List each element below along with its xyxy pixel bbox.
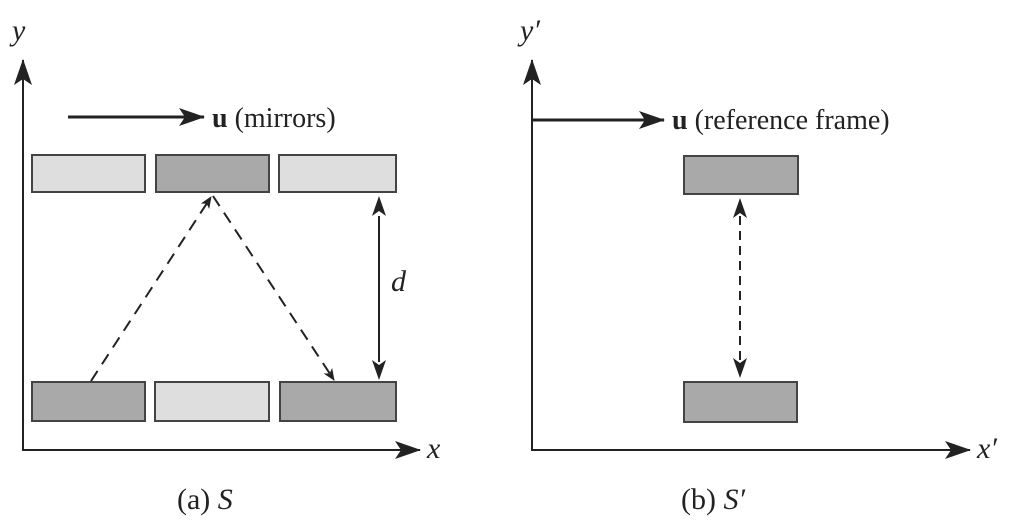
light-arrowhead-bottom-b: [733, 358, 747, 378]
caption-frame-a: S: [218, 483, 233, 516]
bottom-mirror-b: [683, 381, 798, 423]
x-axis-label-a: x: [426, 432, 441, 465]
panel-a: y x u (mirrors) d (a) S: [9, 14, 441, 516]
velocity-label-a: u (mirrors): [212, 103, 336, 134]
bottom-mirror-a-1: [31, 381, 146, 422]
top-mirror-a-3: [278, 154, 397, 193]
distance-arrowhead-bottom-a: [372, 360, 386, 380]
caption-frame-b: S′: [723, 483, 745, 516]
light-arrowhead-top-b: [733, 198, 747, 218]
velocity-text-a: (mirrors): [228, 103, 336, 134]
y-axis-label-a: y: [9, 14, 26, 47]
y-axis-label-b: y′: [517, 14, 540, 47]
distance-arrowhead-top-a: [372, 196, 386, 216]
velocity-text-b: (reference frame): [688, 105, 890, 136]
caption-b: (b) S′: [681, 483, 745, 516]
velocity-symbol-b: u: [672, 105, 688, 136]
x-axis-label-b: x′: [976, 432, 997, 465]
velocity-symbol-a: u: [212, 103, 228, 134]
panel-b: y′ x′ u (reference frame) (b) S′: [517, 14, 997, 516]
velocity-label-b: u (reference frame): [672, 105, 890, 136]
caption-prefix-b: (b): [681, 483, 723, 516]
bottom-mirror-a-2: [154, 381, 270, 422]
top-mirror-b: [683, 155, 799, 195]
bottom-mirror-a-3: [279, 381, 397, 422]
caption-prefix-a: (a): [177, 483, 218, 516]
light-path-up-a: [90, 196, 212, 382]
caption-a: (a) S: [177, 483, 233, 516]
top-mirror-a-1: [31, 154, 146, 193]
top-mirror-a-2: [155, 154, 270, 193]
distance-label-a: d: [391, 265, 407, 298]
light-path-down-a: [212, 195, 335, 381]
